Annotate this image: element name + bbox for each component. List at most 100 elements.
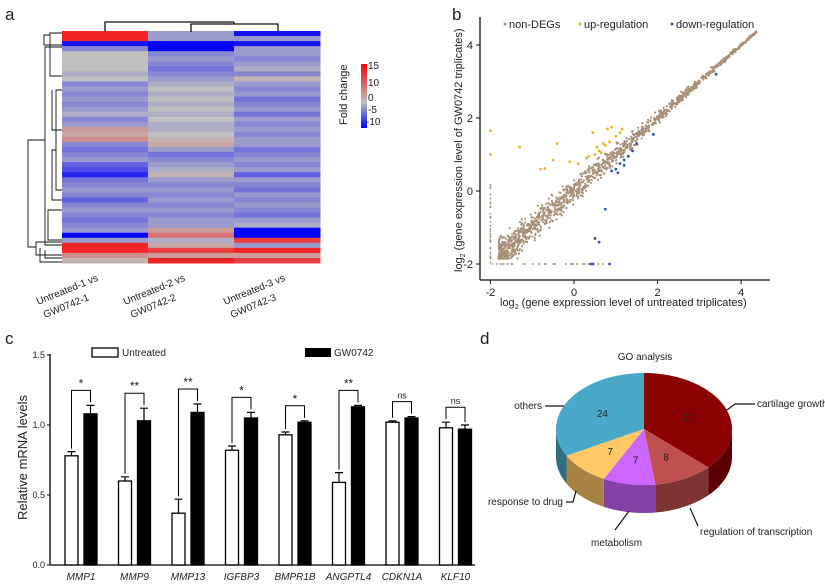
point-non-deg	[530, 224, 533, 227]
point-non-deg	[501, 263, 504, 265]
point-non-deg	[489, 234, 492, 237]
point-non-deg	[560, 195, 564, 198]
x-tick-label: -2	[486, 287, 496, 299]
point-non-deg	[619, 146, 623, 150]
point-non-deg	[619, 148, 623, 151]
point-non-deg	[577, 189, 581, 192]
bar-Untreated	[64, 455, 79, 566]
heatmap-cell	[234, 41, 321, 47]
heatmap-cell	[148, 257, 235, 264]
point-non-deg	[538, 263, 541, 265]
point-non-deg	[632, 133, 636, 137]
point-non-deg	[489, 246, 492, 249]
panel-label-d: d	[480, 329, 489, 348]
significance-bracket	[338, 389, 359, 470]
point-non-deg	[520, 222, 524, 225]
heatmap-cell	[62, 61, 149, 67]
point-non-deg	[554, 263, 557, 265]
error-bar	[193, 403, 202, 413]
heatmap-cell	[148, 212, 235, 219]
point-non-deg	[623, 151, 626, 154]
point-non-deg	[580, 178, 583, 181]
point-non-deg	[543, 222, 547, 226]
point-non-deg	[513, 242, 517, 245]
point-non-deg	[513, 230, 517, 233]
point-non-deg	[595, 174, 598, 177]
point-non-deg	[551, 220, 555, 223]
point-non-deg	[611, 165, 614, 168]
point-non-deg	[583, 263, 586, 265]
point-non-deg	[741, 43, 744, 46]
point-up-regulation	[610, 125, 614, 129]
bar-GW0742	[297, 421, 312, 566]
heatmap-cell	[148, 141, 235, 148]
heatmap-cell	[62, 182, 149, 188]
heatmap-cell	[234, 152, 321, 158]
heatmap-cell	[234, 101, 321, 108]
point-non-deg	[536, 204, 539, 207]
error-bar	[140, 407, 148, 421]
point-non-deg	[529, 213, 532, 216]
point-non-deg	[517, 233, 520, 236]
heatmap-cell	[148, 116, 235, 123]
heatmap-cell	[148, 86, 235, 93]
point-non-deg	[684, 93, 687, 96]
legend-marker-down	[670, 22, 674, 26]
point-non-deg	[649, 119, 652, 123]
point-non-deg	[502, 248, 505, 251]
point-down-regulation	[597, 240, 601, 244]
heatmap-cell	[148, 41, 235, 47]
point-non-deg	[506, 244, 509, 247]
point-non-deg	[489, 253, 492, 256]
point-non-deg	[510, 239, 514, 242]
bar-Untreated	[331, 481, 347, 566]
point-non-deg	[512, 237, 516, 240]
point-non-deg	[695, 86, 698, 89]
point-non-deg	[619, 143, 622, 146]
point-non-deg	[638, 132, 641, 136]
point-non-deg	[583, 185, 586, 188]
point-non-deg	[536, 219, 539, 222]
colorbar-tick: 0	[368, 93, 374, 104]
heatmap-cell	[148, 101, 235, 108]
point-down-regulation	[631, 149, 634, 153]
heatmap-cell	[234, 126, 321, 133]
point-non-deg	[647, 129, 650, 133]
point-non-deg	[580, 191, 584, 194]
point-non-deg	[647, 128, 650, 131]
point-non-deg	[591, 168, 595, 172]
point-non-deg	[585, 171, 588, 174]
point-up-regulation	[489, 153, 492, 156]
point-non-deg	[702, 78, 705, 81]
point-non-deg	[724, 57, 727, 60]
pie-label-regulation-of-transcription: regulation of transcription	[700, 527, 812, 538]
point-non-deg	[546, 216, 549, 219]
point-non-deg	[531, 235, 534, 238]
point-non-deg	[684, 88, 687, 91]
point-non-deg	[592, 172, 595, 176]
heatmap-cell	[148, 147, 235, 153]
point-non-deg	[560, 197, 563, 200]
point-non-deg	[518, 220, 522, 224]
point-non-deg	[548, 216, 552, 220]
point-non-deg	[509, 239, 512, 242]
heatmap-cell	[234, 197, 321, 203]
heatmap-cell	[148, 31, 235, 37]
significance-label: **	[130, 379, 140, 393]
heatmap-cell	[148, 227, 235, 234]
point-non-deg	[601, 263, 604, 265]
point-non-deg	[621, 142, 625, 145]
point-non-deg	[511, 247, 514, 250]
heatmap-cell	[148, 71, 235, 77]
point-non-deg	[541, 214, 544, 217]
pie-side-metabolism	[603, 478, 656, 513]
x-tick-label: 2	[655, 287, 661, 299]
point-non-deg	[645, 121, 649, 124]
point-non-deg	[522, 263, 525, 265]
point-non-deg	[489, 236, 492, 238]
point-up-regulation	[599, 151, 603, 155]
panel-label-c: c	[5, 329, 14, 348]
point-non-deg	[556, 197, 559, 200]
point-non-deg	[594, 171, 597, 174]
